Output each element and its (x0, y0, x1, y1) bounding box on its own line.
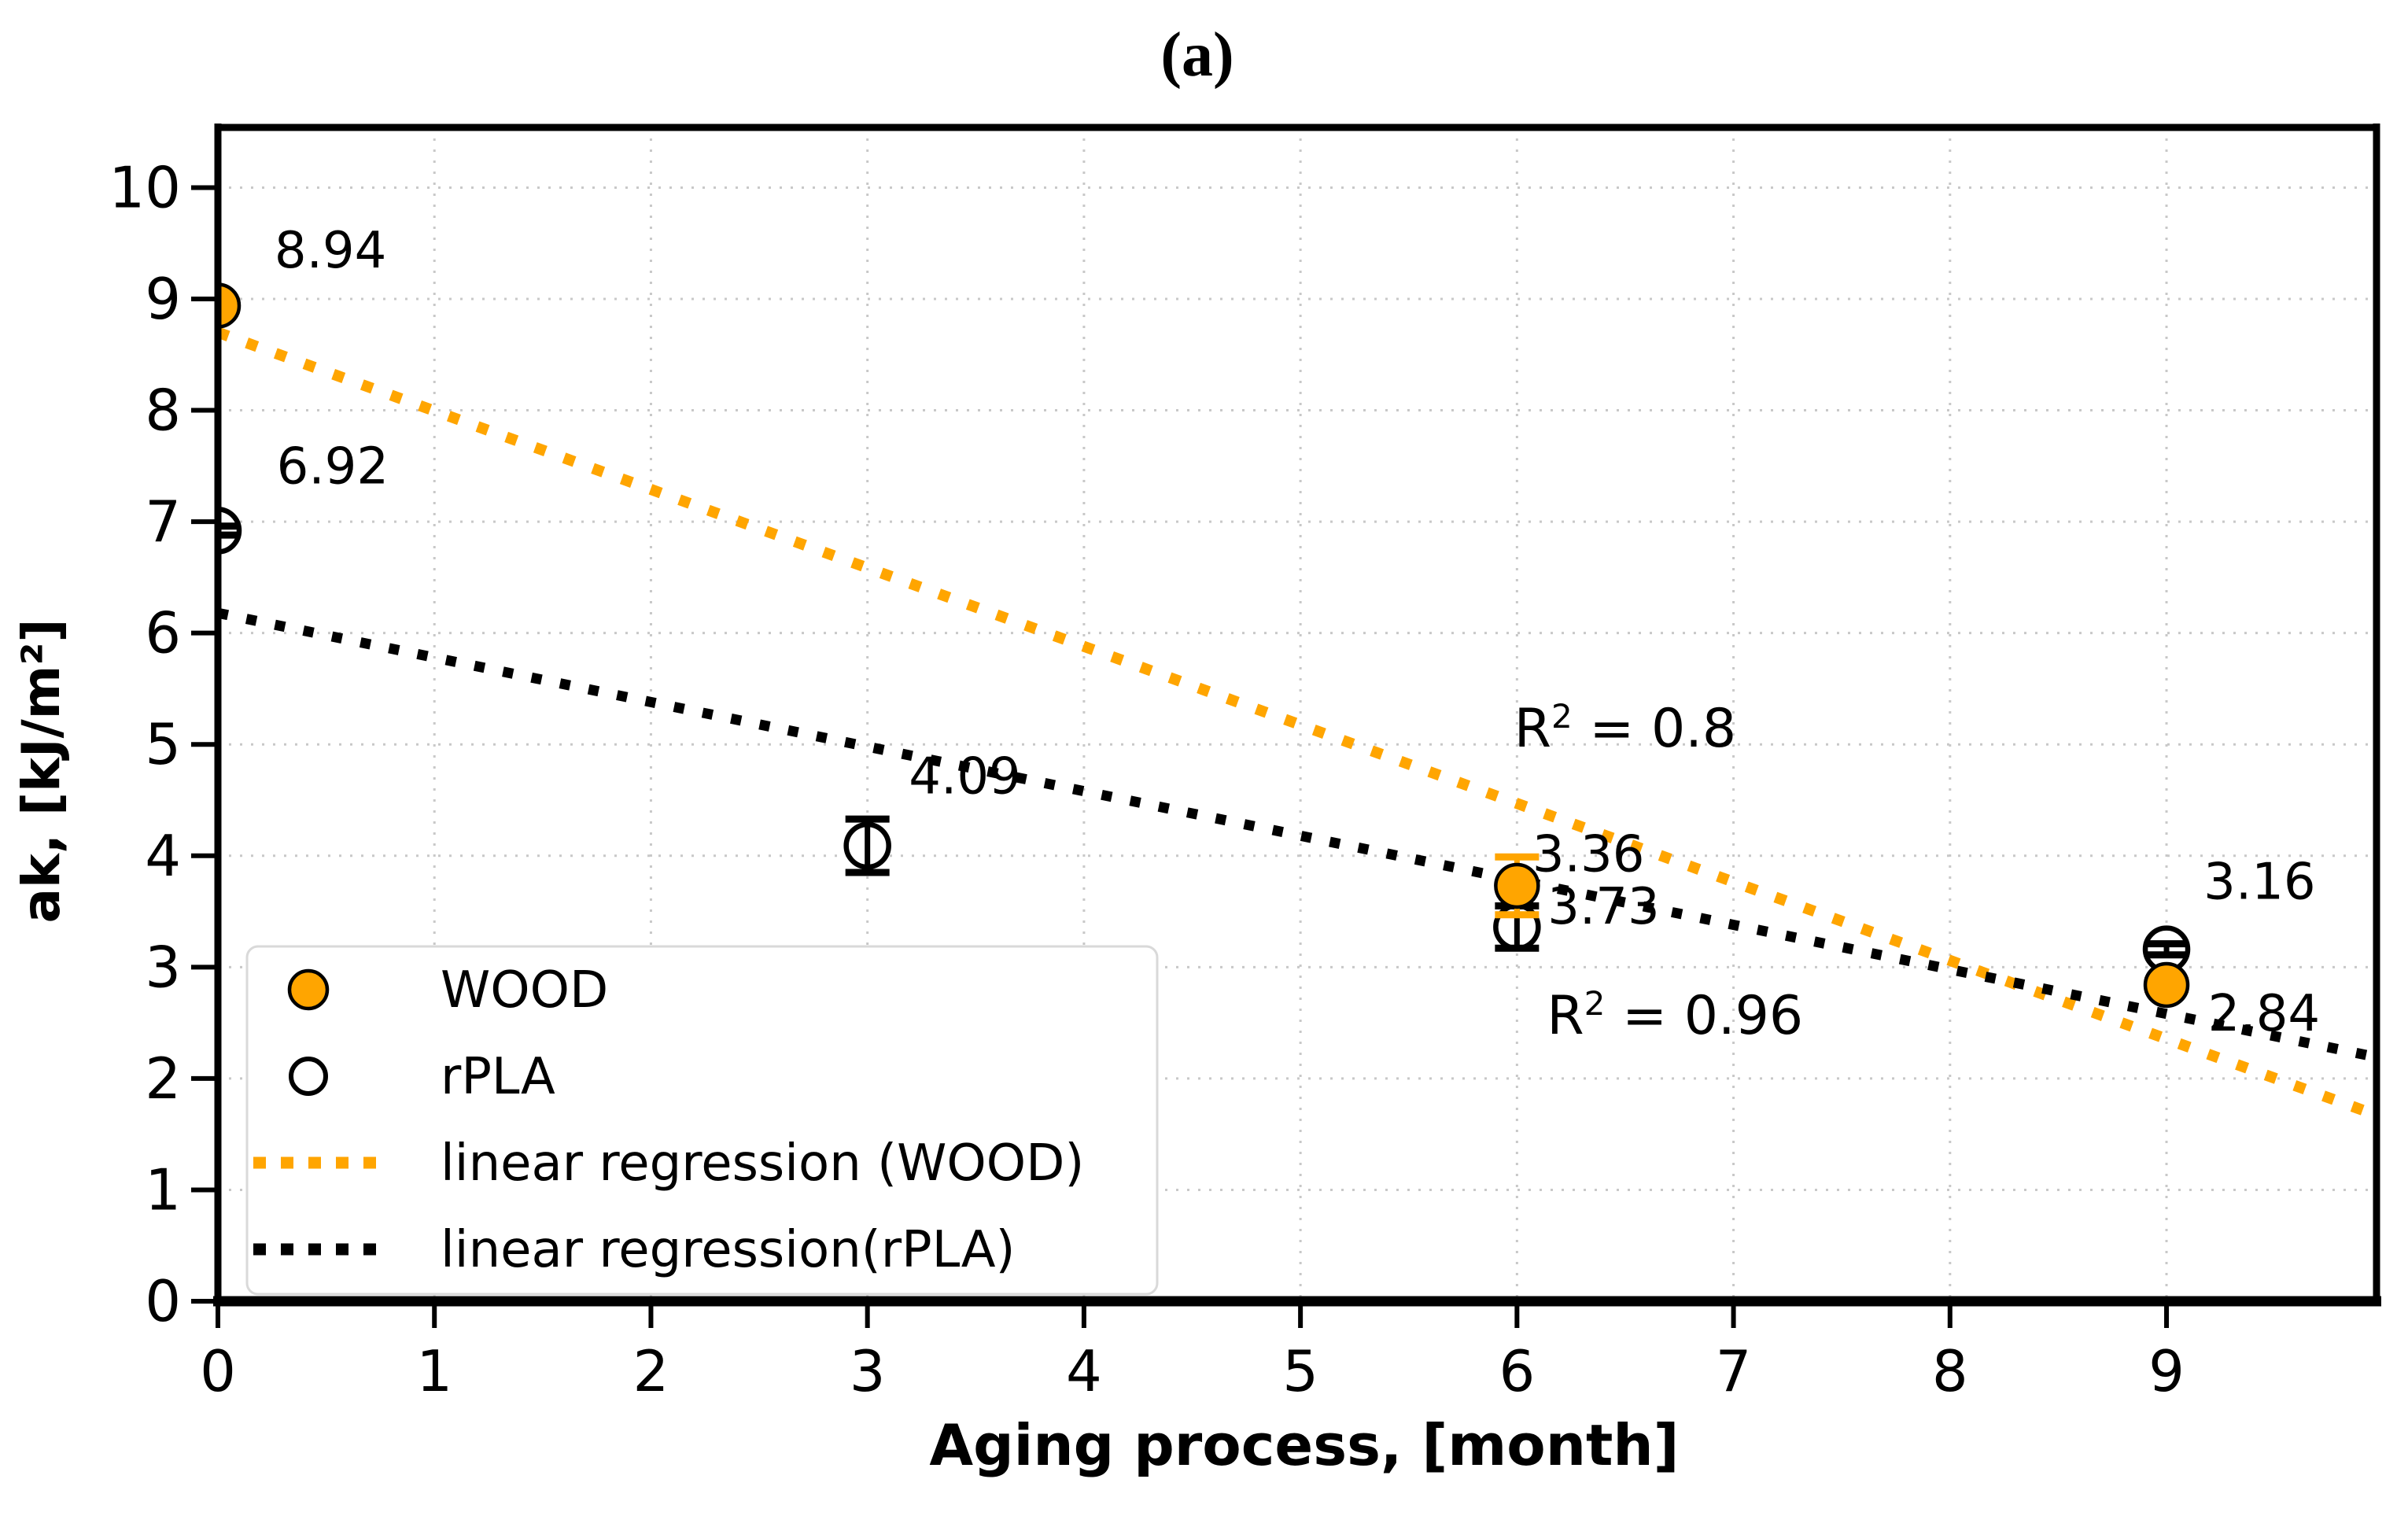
legend-swatch-filled-circle (287, 968, 330, 1011)
x-tick-label: 0 (200, 1338, 236, 1404)
axes-layer: 0 1 2 3 4 5 6 7 8 9 0 1 2 3 4 5 6 7 8 9 10 (109, 124, 2381, 1404)
y-tick-label: 8 (145, 378, 181, 444)
legend-item: linear regression(rPLA) (253, 1221, 1016, 1279)
point-value-label: 3.73 (1547, 878, 1660, 936)
x-tick-label: 7 (1716, 1338, 1752, 1404)
legend-item: WOOD (287, 961, 608, 1020)
x-tick-label: 2 (633, 1338, 669, 1404)
data-point-rpla (218, 507, 242, 555)
y-tick-label: 10 (109, 154, 181, 220)
point-value-label: 4.09 (909, 747, 1021, 806)
data-layer (218, 282, 2377, 1121)
x-tick-label: 6 (1499, 1338, 1535, 1404)
y-axis-label: ak, [kJ/m²] (11, 618, 72, 923)
legend-label: linear regression(rPLA) (441, 1221, 1016, 1279)
r-squared-label: R2 = 0.96 (1547, 984, 1803, 1047)
legend-swatch-open-circle (289, 1057, 328, 1096)
point-value-label: 2.84 (2208, 985, 2321, 1043)
legend-label: WOOD (441, 961, 608, 1020)
x-tick-label: 1 (416, 1338, 452, 1404)
x-tick-label: 9 (2148, 1338, 2185, 1404)
y-tick-label: 3 (145, 934, 181, 1000)
data-point-wood (1494, 862, 1540, 909)
regression-line-rpla (218, 607, 2377, 1063)
legend: WOOD rPLA linear regression (WOOD) linear r… (245, 945, 1159, 1296)
x-axis-label: Aging process, [month] (929, 1412, 1679, 1478)
y-tick-label: 6 (145, 600, 181, 666)
point-value-label: 3.16 (2203, 854, 2316, 912)
legend-item: rPLA (289, 1048, 555, 1106)
point-value-label: 3.36 (1532, 825, 1645, 883)
x-tick-label: 8 (1932, 1338, 1968, 1404)
r-squared-label: R2 = 0.8 (1514, 697, 1736, 760)
y-tick-label: 4 (145, 823, 181, 889)
data-point-wood (218, 282, 242, 329)
y-tick-label: 9 (145, 266, 181, 332)
y-tick-label: 7 (145, 489, 181, 555)
legend-box (245, 945, 1159, 1296)
annotation-layer: 8.94 6.92 4.09 3.363.73 3.16 2.84 R2 = 0.8 R2 =… (275, 222, 2320, 1047)
data-point-wood (2143, 961, 2190, 1009)
legend-label: rPLA (441, 1048, 555, 1106)
x-tick-label: 4 (1066, 1338, 1102, 1404)
legend-item: linear regression (WOOD) (253, 1134, 1084, 1193)
x-tick-label: 3 (850, 1338, 886, 1404)
grid-layer (218, 127, 2377, 1301)
point-value-label: 6.92 (277, 438, 389, 496)
point-value-label: 8.94 (275, 222, 387, 280)
y-tick-label: 1 (145, 1156, 181, 1223)
y-tick-label: 2 (145, 1046, 181, 1112)
legend-label: linear regression (WOOD) (441, 1134, 1084, 1193)
y-tick-label: 0 (145, 1268, 181, 1334)
x-tick-label: 5 (1282, 1338, 1318, 1404)
panel-title: (a) (1160, 20, 1234, 90)
y-tick-label: 5 (145, 711, 181, 777)
